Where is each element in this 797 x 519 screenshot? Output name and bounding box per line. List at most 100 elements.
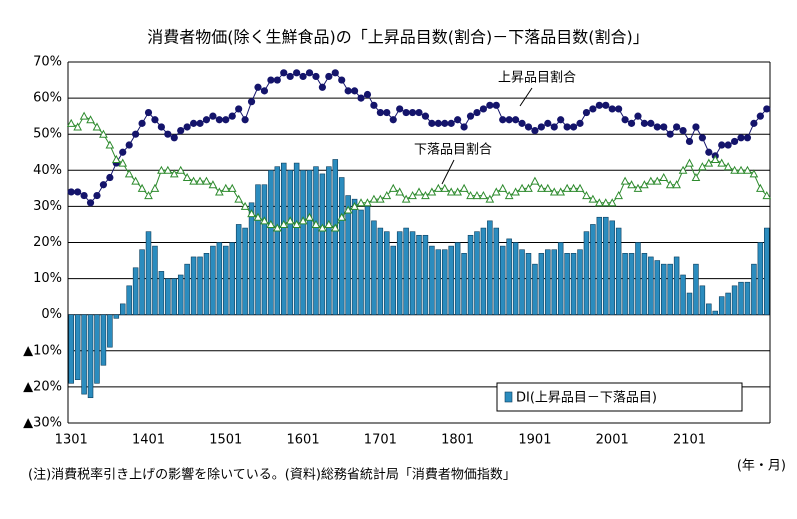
bar (100, 314, 107, 366)
point (524, 123, 533, 131)
point (428, 119, 436, 127)
point (724, 141, 732, 149)
point (247, 209, 256, 218)
point (589, 105, 597, 113)
bar (480, 227, 487, 315)
y-tick-label: 50% (33, 127, 62, 142)
point (466, 191, 475, 200)
point (446, 187, 456, 196)
bar (448, 245, 454, 315)
bar (384, 231, 390, 315)
bar (487, 220, 493, 315)
point (125, 141, 133, 149)
point (383, 108, 391, 117)
point (202, 116, 211, 124)
point (305, 212, 314, 221)
point (209, 112, 217, 120)
point (67, 188, 75, 196)
point (318, 223, 327, 232)
point (222, 116, 230, 124)
point (279, 219, 289, 228)
x-tick-label: 1701 (364, 433, 397, 448)
point (743, 165, 752, 174)
point (530, 176, 540, 185)
point (698, 162, 707, 171)
bar (171, 278, 178, 316)
point (138, 119, 146, 127)
bar (512, 242, 519, 315)
series-label: 上昇品目割合 (498, 70, 576, 86)
point (357, 94, 365, 102)
bar (506, 238, 512, 315)
point (293, 69, 301, 77)
point (730, 137, 739, 146)
bar (467, 234, 474, 315)
point (241, 116, 249, 124)
y-tick-label: ▲30% (23, 416, 62, 431)
point (447, 119, 455, 127)
point (215, 116, 223, 124)
bar (583, 231, 590, 315)
bar (519, 249, 525, 316)
bar (177, 274, 184, 315)
point (665, 180, 675, 189)
bar (274, 166, 281, 315)
point (267, 76, 275, 84)
point (388, 183, 398, 192)
point (678, 165, 688, 174)
bar (126, 285, 132, 316)
point (550, 123, 558, 131)
point (563, 123, 571, 131)
bar (596, 216, 603, 315)
bar (113, 314, 120, 319)
bar (300, 170, 306, 315)
point (376, 194, 385, 203)
point (518, 119, 526, 127)
point (705, 148, 713, 156)
point (679, 126, 687, 135)
bar (332, 159, 339, 315)
bar (107, 314, 113, 348)
x-tick-label: 1901 (518, 433, 551, 448)
point (736, 165, 746, 174)
bar (139, 249, 145, 316)
point (427, 187, 437, 196)
legend-swatch (504, 391, 513, 403)
point (653, 123, 661, 131)
point (743, 134, 752, 142)
point (227, 183, 237, 192)
bar (628, 253, 635, 316)
point (253, 212, 263, 221)
point (74, 188, 82, 196)
bar (712, 310, 719, 315)
point (466, 112, 475, 120)
point (549, 187, 559, 196)
point (254, 83, 262, 91)
bar (454, 242, 461, 315)
leader-line (519, 87, 533, 107)
point (215, 187, 224, 196)
point (673, 123, 681, 131)
bar (557, 242, 564, 315)
bar (474, 231, 480, 315)
point (666, 130, 674, 138)
bar (94, 314, 100, 384)
point (324, 219, 334, 228)
bar (570, 253, 577, 316)
point (718, 141, 726, 149)
point (479, 191, 488, 200)
bar (725, 292, 731, 316)
point (86, 199, 95, 207)
point (402, 108, 410, 117)
point (356, 198, 366, 207)
point (763, 105, 771, 113)
point (615, 105, 623, 113)
point (440, 183, 450, 192)
point (491, 187, 501, 196)
point (338, 76, 346, 84)
point (325, 72, 333, 81)
bar (551, 249, 557, 316)
point (620, 176, 630, 185)
point (369, 194, 379, 203)
